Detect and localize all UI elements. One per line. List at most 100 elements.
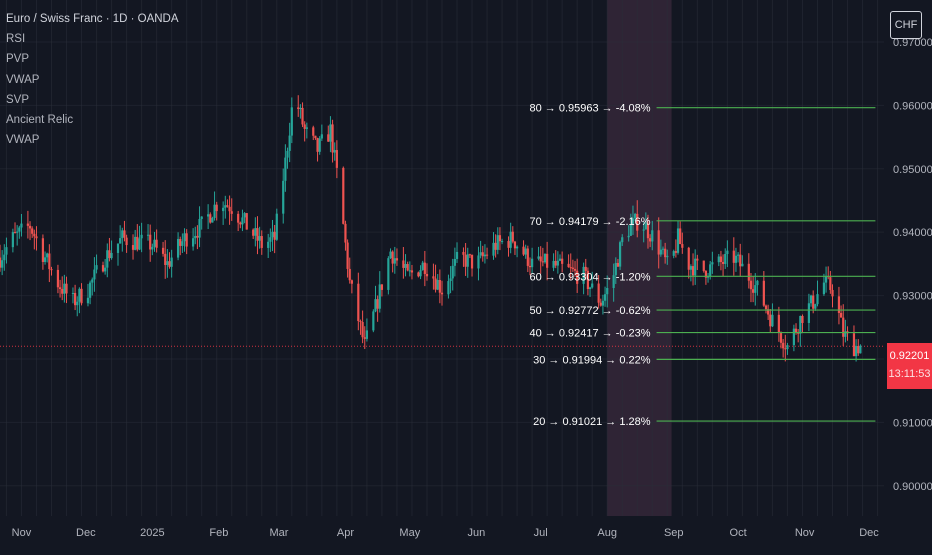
candle-body xyxy=(106,250,109,268)
candle-body xyxy=(299,107,302,110)
candle-body xyxy=(455,251,459,259)
candle-body xyxy=(252,229,255,236)
vertical-grid xyxy=(5,0,879,516)
candle-body xyxy=(121,230,124,239)
candle-body xyxy=(374,299,377,312)
candle-body xyxy=(597,283,600,303)
currency-button[interactable]: CHF xyxy=(890,11,922,39)
indicator-rsi[interactable]: RSI xyxy=(6,33,26,46)
candle-body xyxy=(357,283,360,322)
candle-body xyxy=(794,328,798,333)
candle-body xyxy=(496,235,499,250)
candle-body xyxy=(659,249,662,255)
indicator-svp[interactable]: SVP xyxy=(6,93,30,106)
time-tick-label: Dec xyxy=(859,527,879,539)
candle-body xyxy=(689,266,692,270)
candle-body xyxy=(404,264,407,268)
candle-body xyxy=(33,233,36,237)
candle-body xyxy=(312,127,315,136)
candle-body xyxy=(46,253,49,258)
candle-body xyxy=(406,264,409,271)
candle-body xyxy=(784,348,787,350)
indicator-ancient-relic[interactable]: Ancient Relic xyxy=(6,114,74,127)
candle-body xyxy=(477,255,480,269)
candle-body xyxy=(333,150,336,153)
candle-body xyxy=(586,270,590,290)
time-axis[interactable]: Nov Dec 2025 Feb Mar Apr May Jun Jul Aug Sep Oct Nov… xyxy=(12,527,880,539)
candle-body xyxy=(767,309,770,315)
candle-body xyxy=(95,265,98,270)
candle-body xyxy=(155,239,158,248)
time-tick-label: Sep xyxy=(664,527,684,539)
price-tick-label: 0.97000 xyxy=(893,37,932,49)
candle-body xyxy=(543,253,547,263)
candle-body xyxy=(644,223,647,230)
price-tick-label: 0.90000 xyxy=(893,481,932,493)
candle-body xyxy=(694,258,697,276)
candle-body xyxy=(571,267,574,269)
candle-body xyxy=(86,297,90,304)
candle-body xyxy=(228,206,231,212)
candle-body xyxy=(168,261,171,267)
candle-body xyxy=(786,345,789,350)
candle-body xyxy=(696,258,699,261)
candle-body xyxy=(41,238,45,262)
candle-body xyxy=(146,234,150,236)
symbol-title[interactable]: Euro / Swiss Franc · 1D · OANDA xyxy=(6,13,179,25)
candle-body xyxy=(149,234,152,250)
candle-body xyxy=(153,239,156,247)
candle-body xyxy=(855,346,858,357)
candle-body xyxy=(606,288,609,295)
candle-body xyxy=(237,213,240,223)
candle-body xyxy=(526,248,529,266)
time-tick-label: Aug xyxy=(597,527,617,539)
candle-body xyxy=(230,211,233,214)
candle-body xyxy=(31,228,34,234)
candle-body xyxy=(603,294,607,301)
candle-body xyxy=(702,260,705,271)
candle-body xyxy=(822,282,826,295)
price-axis[interactable]: 0.970000.960000.950000.940000.930000.920… xyxy=(893,37,932,493)
candle-body xyxy=(466,254,469,267)
candle-body xyxy=(631,218,635,225)
candle-body xyxy=(192,238,195,247)
candle-body xyxy=(161,247,165,254)
indicator-vwap[interactable]: VWAP xyxy=(6,73,40,86)
candle-body xyxy=(719,256,723,263)
candle-body xyxy=(11,232,14,248)
candle-body xyxy=(752,289,755,293)
candle-body xyxy=(492,242,495,256)
candle-body xyxy=(432,276,435,279)
candle-body xyxy=(380,284,384,290)
candle-body xyxy=(288,135,291,151)
candle-body xyxy=(241,217,244,225)
candle-body xyxy=(556,260,559,266)
candle-body xyxy=(269,237,272,242)
candle-body xyxy=(344,223,347,243)
indicator-pvp[interactable]: PVP xyxy=(6,53,30,66)
candle-body xyxy=(661,248,665,250)
candle-body xyxy=(301,107,304,125)
candle-body xyxy=(305,127,308,129)
candle-body xyxy=(211,217,214,223)
level-label-20: 20 → 0.91021 → 1.28% xyxy=(533,416,651,428)
candle-body xyxy=(393,258,396,264)
indicator-vwap-2[interactable]: VWAP xyxy=(6,134,40,147)
candle-body xyxy=(93,269,96,280)
candle-body xyxy=(709,264,712,277)
candle-body xyxy=(314,135,317,139)
candle-body xyxy=(799,315,802,334)
candle-body xyxy=(320,134,323,139)
candle-body xyxy=(524,248,527,255)
candle-body xyxy=(181,241,184,246)
candle-body xyxy=(824,276,828,283)
price-tick-label: 0.96000 xyxy=(893,100,932,112)
candle-body xyxy=(481,252,484,257)
candle-body xyxy=(164,253,167,265)
candle-body xyxy=(657,230,660,255)
candle-body xyxy=(842,317,845,337)
candle-body xyxy=(591,283,594,288)
candle-body xyxy=(348,268,351,281)
